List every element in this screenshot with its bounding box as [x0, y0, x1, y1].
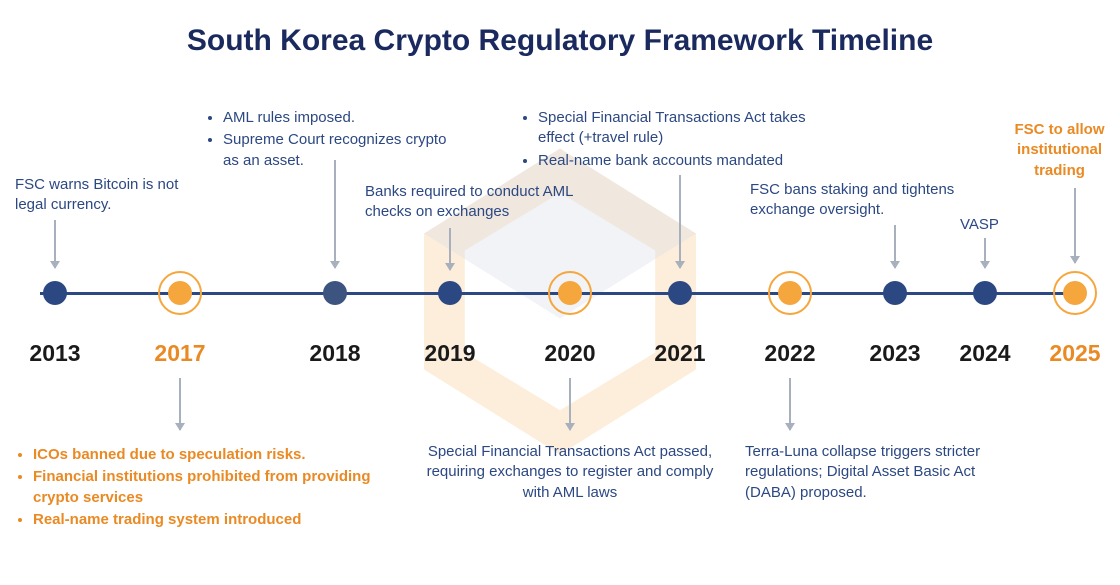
- node-ring: [158, 271, 202, 315]
- callout-2024-text: VASP: [960, 215, 1020, 235]
- year-label-2019: 2019: [424, 340, 475, 367]
- year-label-2018: 2018: [309, 340, 360, 367]
- callout-2017-b1: ICOs banned due to speculation risks.: [33, 445, 385, 465]
- year-label-2023: 2023: [869, 340, 920, 367]
- year-label-2017: 2017: [154, 340, 205, 367]
- arrow-2019: [449, 228, 451, 270]
- callout-2019-text: Banks required to conduct AML checks on …: [365, 182, 575, 223]
- callout-2018-b2: Supreme Court recognizes crypto as an as…: [223, 130, 465, 171]
- callout-2017: ICOs banned due to speculation risks. Fi…: [15, 445, 385, 532]
- node-ring: [1053, 271, 1097, 315]
- arrow-2022: [789, 378, 791, 430]
- callout-2025-text: FSC to allow institutional trading: [1002, 120, 1117, 181]
- timeline-node-2018: [323, 281, 347, 305]
- timeline-node-2020: [558, 281, 582, 305]
- arrow-2013: [54, 220, 56, 268]
- arrow-2017: [179, 378, 181, 430]
- year-label-2020: 2020: [544, 340, 595, 367]
- arrow-2021: [679, 175, 681, 268]
- node-dot: [668, 281, 692, 305]
- callout-2022: Terra-Luna collapse triggers stricter re…: [745, 442, 1000, 503]
- timeline-node-2019: [438, 281, 462, 305]
- callout-2013: FSC warns Bitcoin is not legal currency.: [15, 175, 205, 216]
- node-dot: [43, 281, 67, 305]
- arrow-2020: [569, 378, 571, 430]
- year-label-2021: 2021: [654, 340, 705, 367]
- callout-2018-b1: AML rules imposed.: [223, 108, 465, 128]
- arrow-2023: [894, 225, 896, 268]
- timeline-node-2013: [43, 281, 67, 305]
- timeline-node-2022: [778, 281, 802, 305]
- arrow-2025: [1074, 188, 1076, 263]
- year-label-2025: 2025: [1049, 340, 1100, 367]
- callout-2020: Special Financial Transactions Act passe…: [420, 442, 720, 503]
- callout-2019: Banks required to conduct AML checks on …: [365, 182, 575, 223]
- node-ring: [548, 271, 592, 315]
- year-label-2022: 2022: [764, 340, 815, 367]
- node-ring: [768, 271, 812, 315]
- callout-2024: VASP: [960, 215, 1020, 235]
- timeline-node-2024: [973, 281, 997, 305]
- timeline-node-2021: [668, 281, 692, 305]
- node-dot: [323, 281, 347, 305]
- callout-2022-text: Terra-Luna collapse triggers stricter re…: [745, 442, 1000, 503]
- callout-2021: Special Financial Transactions Act takes…: [520, 108, 820, 173]
- callout-2021-b2: Real-name bank accounts mandated: [538, 151, 820, 171]
- timeline-node-2025: [1063, 281, 1087, 305]
- callout-2017-b3: Real-name trading system introduced: [33, 510, 385, 530]
- node-dot: [973, 281, 997, 305]
- callout-2023: FSC bans staking and tightens exchange o…: [750, 180, 980, 221]
- year-label-2013: 2013: [29, 340, 80, 367]
- arrow-2018: [334, 160, 336, 268]
- timeline-node-2023: [883, 281, 907, 305]
- callout-2020-text: Special Financial Transactions Act passe…: [420, 442, 720, 503]
- node-dot: [438, 281, 462, 305]
- year-label-2024: 2024: [959, 340, 1010, 367]
- callout-2021-b1: Special Financial Transactions Act takes…: [538, 108, 820, 149]
- arrow-2024: [984, 238, 986, 268]
- callout-2025: FSC to allow institutional trading: [1002, 120, 1117, 181]
- callout-2023-text: FSC bans staking and tightens exchange o…: [750, 180, 980, 221]
- callout-2013-text: FSC warns Bitcoin is not legal currency.: [15, 175, 205, 216]
- timeline-node-2017: [168, 281, 192, 305]
- node-dot: [883, 281, 907, 305]
- callout-2017-b2: Financial institutions prohibited from p…: [33, 467, 385, 508]
- page-title: South Korea Crypto Regulatory Framework …: [0, 24, 1120, 58]
